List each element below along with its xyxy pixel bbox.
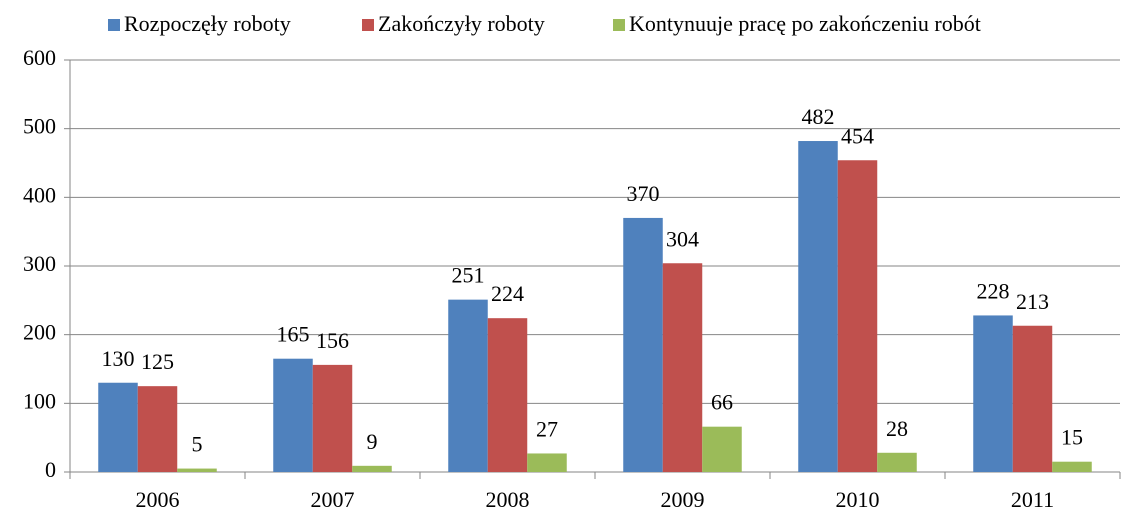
y-tick-label: 500 <box>23 114 56 139</box>
data-label: 482 <box>802 104 835 129</box>
data-label: 156 <box>316 328 349 353</box>
bar <box>1052 461 1092 472</box>
legend-label: Kontynuuje pracę po zakończeniu robót <box>629 11 981 36</box>
legend-swatch <box>613 19 625 31</box>
data-label: 224 <box>491 281 524 306</box>
bar <box>273 358 313 472</box>
data-label: 370 <box>627 181 660 206</box>
bar <box>137 386 178 472</box>
bar <box>662 263 703 472</box>
x-tick-label: 2009 <box>661 487 705 512</box>
y-tick-label: 400 <box>23 182 56 207</box>
data-label: 130 <box>102 346 135 371</box>
bar <box>1012 325 1053 472</box>
bar <box>623 217 663 472</box>
data-label: 5 <box>192 432 203 457</box>
data-label: 28 <box>886 416 908 441</box>
y-tick-label: 600 <box>23 45 56 70</box>
y-tick-label: 0 <box>45 457 56 482</box>
legend-swatch <box>362 19 374 31</box>
data-label: 27 <box>536 417 558 442</box>
bar <box>837 160 878 472</box>
x-tick-label: 2011 <box>1011 487 1054 512</box>
bar <box>973 315 1013 472</box>
x-tick-label: 2010 <box>836 487 880 512</box>
y-tick-label: 300 <box>23 251 56 276</box>
data-label: 213 <box>1016 289 1049 314</box>
data-label: 228 <box>977 278 1010 303</box>
x-tick-label: 2007 <box>311 487 355 512</box>
data-label: 66 <box>711 390 733 415</box>
y-tick-label: 100 <box>23 388 56 413</box>
bar <box>527 453 567 472</box>
bar <box>877 452 917 472</box>
bar <box>352 465 392 472</box>
x-tick-label: 2006 <box>136 487 180 512</box>
bar <box>98 382 138 472</box>
bar <box>312 364 353 472</box>
data-label: 9 <box>367 429 378 454</box>
bar <box>448 299 488 472</box>
data-label: 251 <box>452 263 485 288</box>
data-label: 15 <box>1061 425 1083 450</box>
y-tick-label: 200 <box>23 320 56 345</box>
legend-swatch <box>108 19 120 31</box>
data-label: 125 <box>141 349 174 374</box>
data-label: 165 <box>277 322 310 347</box>
data-label: 454 <box>841 123 874 148</box>
bar <box>798 141 838 472</box>
bar <box>702 426 742 472</box>
legend-label: Zakończyły roboty <box>378 11 545 36</box>
legend-label: Rozpoczęły roboty <box>124 11 291 36</box>
data-label: 304 <box>666 226 699 251</box>
bar <box>487 318 528 472</box>
bar <box>177 468 217 472</box>
x-tick-label: 2008 <box>486 487 530 512</box>
